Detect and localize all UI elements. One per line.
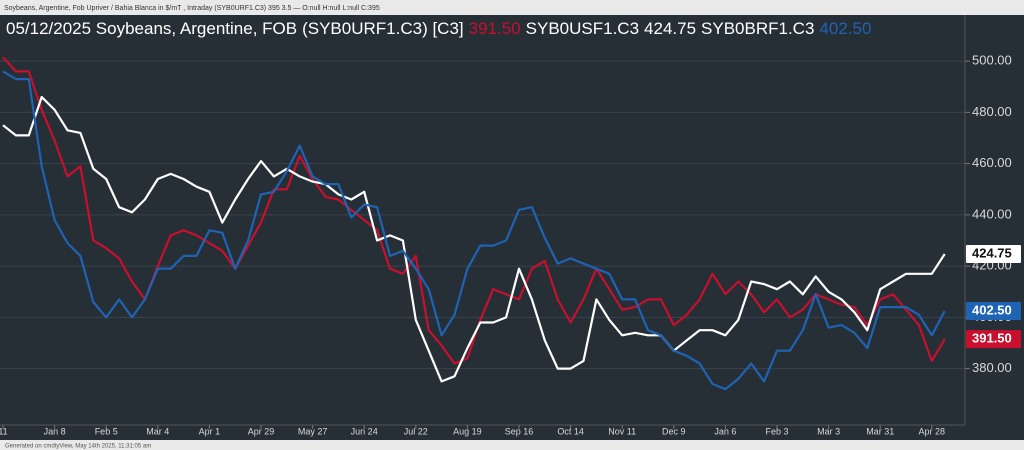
last-value-label: 402.50 (972, 302, 1012, 317)
x-tick-label: Sep 16 (505, 426, 534, 436)
x-tick-label: Feb 3 (765, 426, 788, 436)
y-tick-label: 500.00 (972, 53, 1012, 68)
x-tick-label: Jan 6 (714, 426, 736, 436)
last-value-label: 424.75 (972, 245, 1012, 260)
y-tick-label: 440.00 (972, 206, 1012, 221)
y-tick-label: 380.00 (972, 360, 1012, 375)
x-tick-label: Mar 4 (146, 426, 169, 436)
y-tick-label: 460.00 (972, 155, 1012, 170)
y-tick-label: 480.00 (972, 104, 1012, 119)
series-line (2, 95, 946, 383)
x-tick-label: May 27 (298, 426, 328, 436)
x-tick-label: 11 (0, 426, 8, 436)
legend-value: 402.50 (819, 19, 871, 38)
last-value-badge (966, 330, 1021, 349)
x-tick-label: Jul 22 (404, 426, 428, 436)
lines (2, 56, 946, 391)
grid (0, 60, 965, 370)
last-value-label: 391.50 (972, 331, 1012, 346)
series-line (2, 56, 946, 365)
legend-label: SYB0USF1.C3 (526, 19, 639, 38)
header-bar (0, 0, 1024, 15)
legend-value: 391.50 (469, 19, 521, 38)
series-line (2, 70, 946, 391)
last-value-badge (966, 244, 1021, 263)
chart-title: 05/12/2025 Soybeans, Argentine, FOB (6, 19, 297, 38)
legend-label: SYB0BRF1.C3 (701, 19, 814, 38)
x-tick-label: Jan 8 (44, 426, 66, 436)
x-tick-label: Apr 28 (919, 426, 946, 436)
x-tick-label: Nov 11 (608, 426, 636, 436)
x-tick-label: Feb 5 (95, 426, 118, 436)
x-tick-label: Jun 24 (351, 426, 378, 436)
legend-value: 424.75 (644, 19, 696, 38)
x-tick-label: Apr 1 (199, 426, 221, 436)
x-tick-label: Aug 19 (453, 426, 482, 436)
x-tick-label: Mar 3 (817, 426, 840, 436)
legend-label: (SYB0URF1.C3) [C3] (302, 19, 464, 38)
legend: 05/12/2025 Soybeans, Argentine, FOB (SYB0… (6, 19, 871, 38)
x-tick-label: Dec 9 (662, 426, 686, 436)
last-value-badge (966, 301, 1021, 320)
x-tick-label: Apr 29 (248, 426, 275, 436)
x-tick-label: Oct 14 (557, 426, 584, 436)
footer-text: Generated on cmdtyView, May 14th 2025, 1… (5, 444, 151, 450)
x-tick-label: Mar 31 (866, 426, 894, 436)
header-text: Soybeans, Argentine, Fob Upriver / Bahia… (4, 5, 380, 12)
